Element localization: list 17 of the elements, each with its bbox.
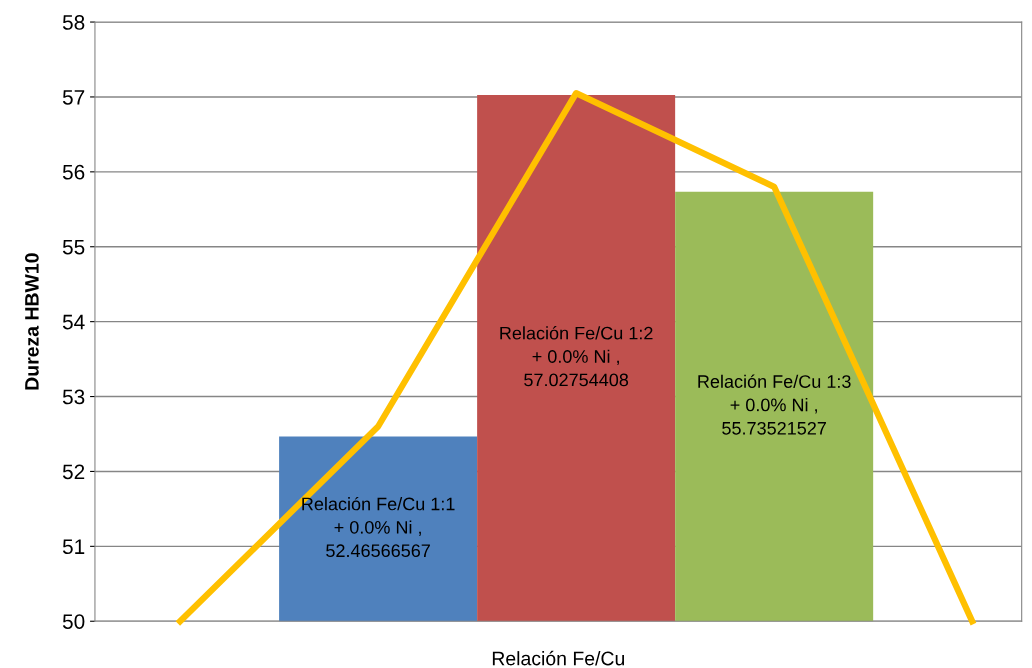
x-axis-title: Relación Fe/Cu — [492, 650, 625, 666]
y-tick-label: 55 — [62, 239, 85, 255]
y-tick-label: 52 — [62, 464, 85, 480]
y-tick-label: 53 — [62, 389, 85, 405]
series-label: Relación Fe/Cu 1:1 + 0.0% Ni , — [302, 496, 455, 536]
y-tick-label: 56 — [62, 164, 85, 180]
series-label: Relación Fe/Cu 1:2 + 0.0% Ni , — [500, 326, 653, 366]
y-tick-label: 58 — [62, 15, 85, 30]
data-label: 55.73521527 — [722, 421, 826, 435]
series-label: Relación Fe/Cu 1:3 + 0.0% Ni , — [698, 374, 851, 414]
y-axis-title: Dureza HBW10 — [24, 253, 39, 390]
data-label: 57.02754408 — [524, 373, 629, 387]
y-tick-label: 51 — [62, 539, 85, 555]
y-tick-label: 57 — [62, 90, 85, 105]
y-tick-label: 50 — [62, 614, 85, 629]
y-tick-label: 54 — [62, 314, 85, 330]
data-label: 52.46566567 — [326, 544, 430, 558]
